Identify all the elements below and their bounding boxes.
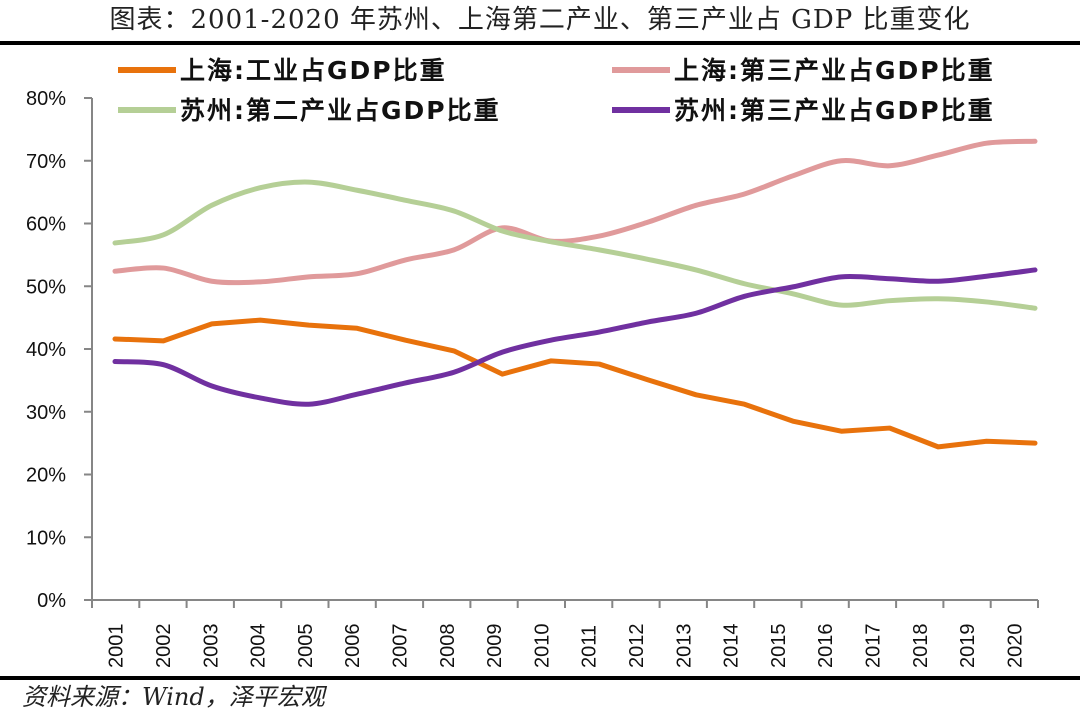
x-tick-label: 2015	[768, 624, 790, 669]
bottom-divider	[0, 676, 1080, 680]
chart-title: 图表：2001-2020 年苏州、上海第二产业、第三产业占 GDP 比重变化	[109, 5, 971, 35]
x-tick-label: 2010	[531, 624, 553, 669]
x-tick-label: 2014	[721, 624, 743, 669]
series-line-3	[112, 267, 1038, 407]
x-tick-label: 2003	[200, 624, 222, 669]
x-tick-label: 2008	[437, 624, 459, 669]
series-line-1	[112, 138, 1038, 286]
x-tick-label: 2004	[248, 624, 270, 669]
legend-label: 上海:工业占GDP比重	[180, 56, 447, 85]
x-tick-label: 2013	[673, 624, 695, 669]
series-lines	[112, 138, 1038, 450]
y-tick-label: 40%	[26, 339, 66, 361]
x-tick-label: 2020	[1004, 624, 1026, 669]
legend-item: 苏州:第三产业占GDP比重	[612, 96, 995, 125]
y-tick-label: 10%	[26, 527, 66, 549]
y-tick-label: 60%	[26, 214, 66, 236]
series-line-0	[112, 317, 1038, 450]
x-tick-label: 2011	[579, 625, 601, 668]
x-tick-label: 2002	[153, 624, 175, 669]
y-tick-label: 50%	[26, 276, 66, 298]
x-tick-label: 2006	[342, 624, 364, 669]
legend-label: 苏州:第二产业占GDP比重	[180, 96, 501, 125]
x-tick-label: 2017	[862, 624, 884, 669]
y-tick-label: 30%	[26, 402, 66, 424]
x-tick-label: 2007	[389, 624, 411, 669]
x-tick-label: 2009	[484, 624, 506, 669]
legend-label: 苏州:第三产业占GDP比重	[674, 96, 995, 125]
x-tick-label: 2012	[626, 624, 648, 669]
y-tick-label: 0%	[37, 590, 66, 612]
legend-item: 上海:第三产业占GDP比重	[612, 56, 995, 85]
top-divider	[0, 41, 1080, 45]
line-chart: 0% 10% 20% 30% 40% 50% 60% 70% 80% 2001 2002 2003 20…	[26, 56, 1039, 669]
legend-label: 上海:第三产业占GDP比重	[674, 56, 995, 85]
y-tick-label: 70%	[26, 151, 66, 173]
series-line-2	[112, 179, 1038, 311]
y-tick-label: 20%	[26, 465, 66, 487]
x-tick-label: 2016	[815, 624, 837, 669]
x-tick-label: 2018	[910, 624, 932, 669]
legend-item: 苏州:第二产业占GDP比重	[118, 96, 501, 125]
source-note: 资料来源：Wind，泽平宏观	[22, 683, 325, 711]
y-tick-label: 80%	[26, 88, 66, 110]
x-tick-label: 2019	[957, 624, 979, 669]
legend-item: 上海:工业占GDP比重	[118, 56, 447, 85]
x-tick-label: 2001	[106, 624, 128, 669]
axes: 0% 10% 20% 30% 40% 50% 60% 70% 80% 2001 2002 2003 20…	[26, 88, 1039, 669]
x-tick-label: 2005	[295, 624, 317, 669]
